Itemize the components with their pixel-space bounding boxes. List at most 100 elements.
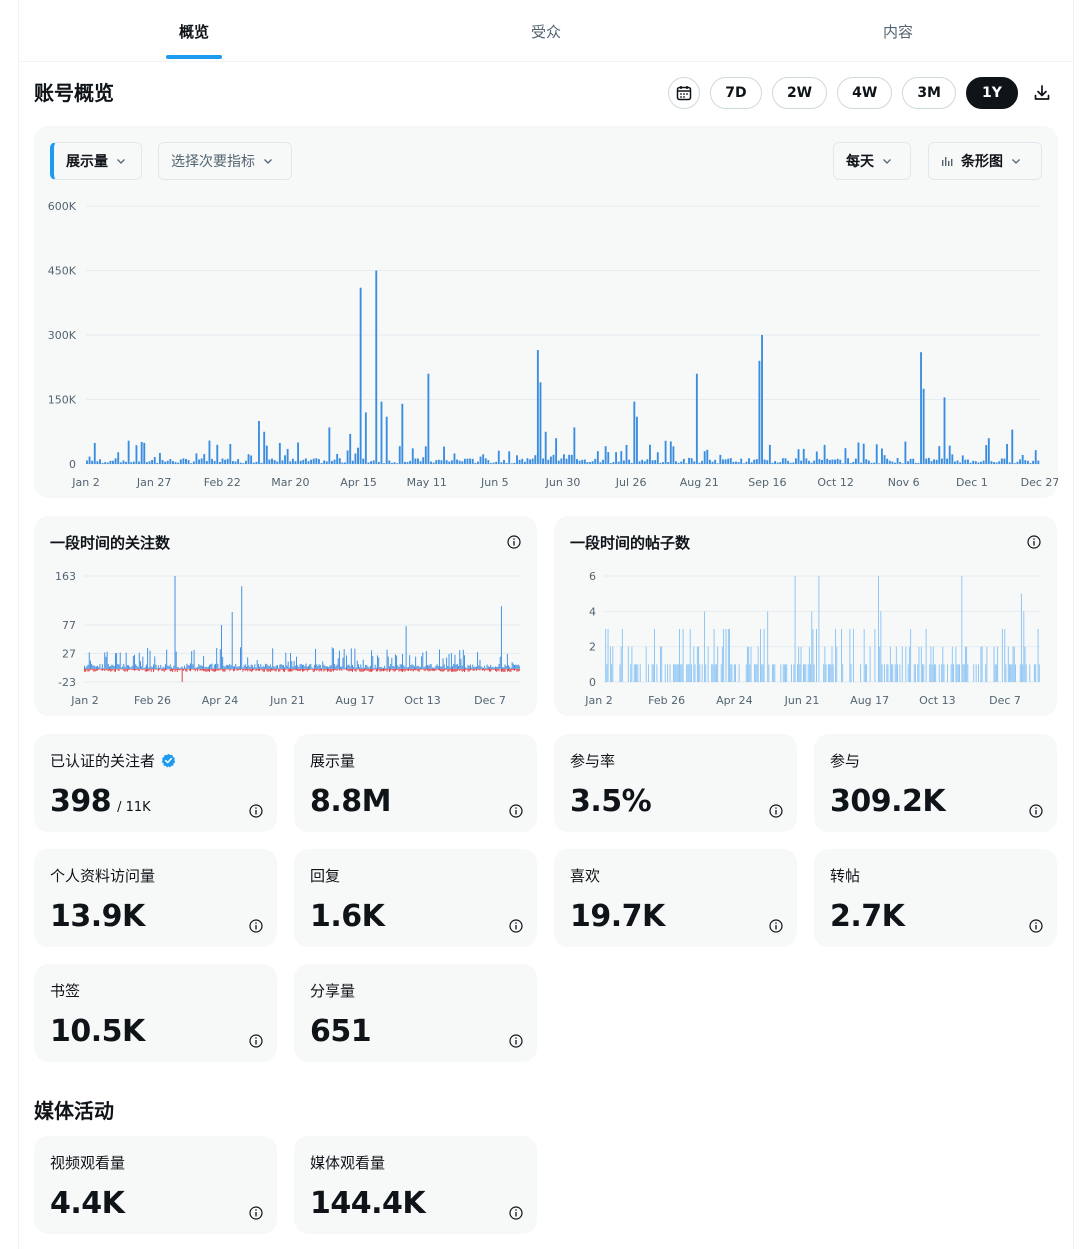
info-icon[interactable] — [249, 804, 263, 818]
chart-bar — [800, 646, 802, 682]
primary-metric-dropdown[interactable]: 展示量 — [50, 142, 142, 180]
chart-bar — [446, 668, 448, 670]
chart-bar — [768, 664, 770, 682]
stat-label-text: 回复 — [310, 867, 341, 885]
chart-bar — [427, 668, 429, 671]
download-button[interactable] — [1028, 77, 1056, 109]
info-icon[interactable] — [1029, 919, 1043, 933]
chart-bar — [145, 664, 147, 669]
tab-content[interactable]: 内容 — [722, 0, 1074, 62]
chart-bar — [487, 668, 489, 671]
info-icon[interactable] — [1027, 535, 1041, 549]
info-icon[interactable] — [509, 1206, 523, 1220]
chart-bar — [560, 458, 563, 464]
range-7d-button[interactable]: 7D — [709, 77, 762, 109]
chart-bar — [452, 666, 454, 669]
chart-bar — [465, 667, 467, 669]
info-icon[interactable] — [769, 804, 783, 818]
chart-bar — [344, 462, 346, 464]
chart-bar — [602, 459, 604, 464]
range-3m-button[interactable]: 3M — [902, 77, 956, 109]
chart-bar — [731, 664, 733, 682]
chart-bar — [950, 664, 952, 682]
secondary-metric-dropdown[interactable]: 选择次要指标 — [158, 142, 292, 180]
chart-bar — [495, 461, 498, 464]
secondary-metric-label: 选择次要指标 — [171, 154, 255, 170]
chart-bar — [229, 443, 232, 464]
chart-bar — [329, 668, 331, 672]
info-icon[interactable] — [507, 535, 521, 549]
chart-bar — [786, 664, 788, 682]
chart-bar — [325, 461, 328, 464]
chart-bar — [287, 668, 289, 672]
chart-bar — [268, 459, 271, 464]
chart-bar — [780, 664, 782, 682]
chart-bar — [140, 441, 143, 464]
chart-bar — [263, 668, 265, 672]
range-1y-button[interactable]: 1Y — [966, 77, 1018, 109]
chart-bar — [429, 664, 431, 669]
chart-bar — [823, 664, 825, 682]
info-icon[interactable] — [249, 1034, 263, 1048]
chart-bar — [423, 667, 425, 669]
impressions-bar-chart[interactable]: 600K 450K 300K 150K 0 Jan 2 Jan 27 Feb 22 Mar 20… — [34, 126, 1058, 498]
chart-bar — [325, 668, 327, 671]
chart-bar — [985, 664, 987, 682]
chart-bar — [526, 458, 529, 464]
chart-bar — [512, 663, 514, 669]
chart-bar — [312, 458, 315, 464]
chart-bar — [491, 668, 493, 670]
stat-label-text: 视频观看量 — [50, 1154, 126, 1172]
chart-bar — [138, 652, 140, 669]
chart-bar — [331, 647, 333, 669]
chevron-down-icon — [264, 159, 272, 164]
x-tick-label: Sep 16 — [748, 476, 786, 489]
chart-bar — [190, 663, 191, 669]
chart-bar — [360, 668, 362, 672]
info-icon[interactable] — [249, 919, 263, 933]
chart-bar — [425, 651, 427, 669]
chart-bar — [397, 668, 399, 670]
chart-bar — [150, 666, 152, 669]
chart-bar — [247, 668, 249, 672]
chart-bar — [216, 444, 219, 464]
tab-audience[interactable]: 受众 — [370, 0, 722, 62]
chart-bar — [280, 664, 282, 669]
chart-bar — [165, 668, 166, 671]
posts-bar-chart[interactable]: 6 4 2 0 Jan 2 Feb 26 Apr 24 Jun 21 Aug 17 Oct 13 D… — [554, 516, 1057, 716]
info-icon[interactable] — [509, 804, 523, 818]
chart-bar — [122, 460, 125, 464]
chart-bar — [387, 668, 389, 670]
info-icon[interactable] — [249, 1206, 263, 1220]
range-4w-button[interactable]: 4W — [837, 77, 893, 109]
info-icon[interactable] — [769, 919, 783, 933]
chart-bar — [198, 459, 200, 464]
chart-bar — [185, 667, 187, 669]
chart-bar — [625, 444, 628, 464]
chart-bar — [92, 668, 94, 671]
chart-bar — [1011, 664, 1013, 682]
chart-bar — [774, 461, 777, 464]
chart-bar — [328, 667, 330, 669]
tab-overview[interactable]: 概览 — [18, 0, 370, 62]
chart-bar — [469, 458, 472, 464]
followers-bar-chart[interactable]: 163 77 27 -23 Jan 2 Feb 26 Apr 24 Jun 21 Aug 17 O… — [34, 516, 537, 716]
chart-bar — [913, 664, 915, 682]
info-icon[interactable] — [509, 1034, 523, 1048]
chart-bar — [235, 663, 237, 669]
chart-bar — [493, 668, 495, 670]
range-2w-button[interactable]: 2W — [771, 77, 828, 109]
chart-style-dropdown[interactable]: 条形图 — [928, 142, 1042, 180]
chart-bar — [260, 668, 262, 670]
info-icon[interactable] — [1029, 804, 1043, 818]
info-icon[interactable] — [509, 919, 523, 933]
chart-bar — [383, 463, 386, 464]
chart-bar — [182, 668, 184, 671]
chart-bar — [116, 652, 118, 669]
chart-bar — [91, 460, 94, 464]
interval-dropdown[interactable]: 每天 — [833, 142, 911, 180]
chart-bar — [722, 459, 724, 464]
calendar-button[interactable] — [667, 77, 700, 109]
chart-bar — [117, 452, 120, 464]
chart-bar — [860, 462, 863, 464]
